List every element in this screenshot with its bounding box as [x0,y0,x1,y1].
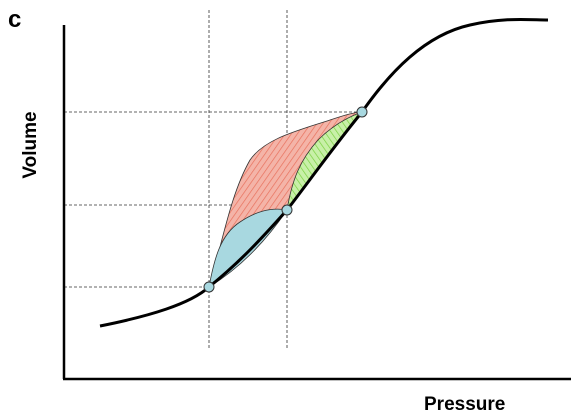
pressure-volume-curve [99,17,549,328]
lower-segment-area [208,208,288,288]
x-axis-label: Pressure [424,394,506,415]
curve-points [203,106,368,293]
curve-point-upper [356,106,368,118]
axes [62,25,571,381]
curve-point-lower [203,281,215,293]
curve-point-middle [281,204,293,216]
panel-label: c [8,6,22,33]
